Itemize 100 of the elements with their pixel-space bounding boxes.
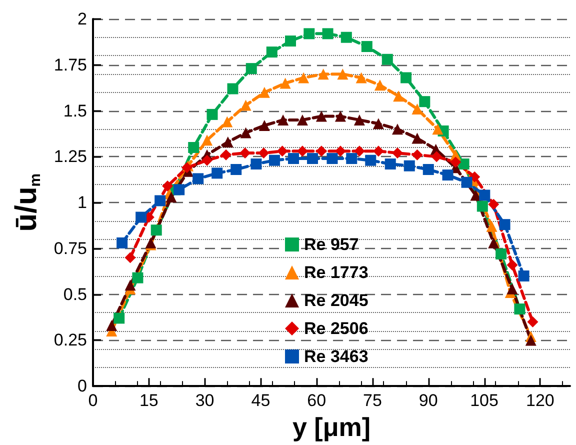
point [361,41,372,52]
point [150,224,162,236]
point [258,120,270,131]
point [404,160,415,172]
point [116,237,128,248]
y-tick-label: 1 [78,193,87,212]
point [276,146,288,157]
point [372,118,384,130]
point [162,180,174,192]
point [296,114,308,126]
point [266,46,278,58]
point [268,154,280,166]
point [322,28,334,40]
y-axis-title: ū/um [10,173,44,232]
point [334,110,346,122]
point [356,72,367,84]
point [106,320,118,332]
point [166,192,177,203]
x-tick-label: 30 [195,391,214,410]
x-tick-label: 90 [418,391,438,410]
point [298,72,310,84]
point [506,283,518,294]
point [212,168,223,179]
point [337,68,348,80]
point [419,96,430,108]
point [442,170,454,181]
point [202,134,213,146]
x-tick-label: 60 [307,391,326,410]
point [514,304,526,315]
point [392,147,403,158]
point [450,156,462,168]
point [488,198,500,210]
legend-label: Re 3463 [304,347,368,366]
point [326,153,338,164]
point [296,146,308,157]
point [222,116,233,128]
point [354,114,365,126]
point [192,173,204,184]
x-axis-title: y [μm] [292,412,371,442]
point [486,220,498,232]
point [518,270,530,282]
point [499,219,510,230]
point [458,158,470,170]
y-tick-label: 1.25 [54,147,87,166]
point [222,136,234,148]
point [250,158,262,170]
point [124,252,136,264]
point [496,248,507,260]
point [188,142,200,153]
point [316,146,327,157]
point [479,190,490,201]
point [206,108,218,120]
point [227,83,238,94]
point [124,280,136,291]
point [306,153,318,164]
point [476,200,488,212]
point [240,127,252,138]
point [278,114,289,126]
point [393,90,404,102]
y-tick-label: 0 [78,376,87,396]
point [304,28,315,40]
point [202,154,213,166]
point [334,146,346,157]
legend-label: Re 1773 [304,263,368,282]
point [527,316,538,328]
point [220,149,232,160]
point [316,110,327,122]
x-tick-label: 120 [526,391,554,410]
point [258,147,270,158]
point [132,272,144,284]
point [280,78,291,89]
point [461,176,472,188]
point [340,32,352,43]
point [240,100,252,111]
x-tick-label: 105 [470,391,498,410]
point [525,334,536,346]
point [354,146,365,157]
y-tick-label: 0.75 [54,238,87,258]
x-tick-label: 15 [139,391,158,410]
point [374,80,386,91]
point [285,36,296,47]
y-tick-label: 2 [78,10,87,28]
y-tick-label: 0.25 [54,330,87,350]
point [246,63,257,74]
legend-label: Re 2506 [304,319,368,338]
point [372,146,384,157]
y-tick-label: 0.5 [63,284,87,304]
point [400,72,412,84]
legend-label: Re 2045 [304,291,368,310]
point [365,154,376,166]
point [506,259,518,270]
point [412,132,423,144]
x-tick-label: 75 [363,391,382,410]
point [258,86,270,98]
point [114,312,125,324]
point [384,158,396,170]
point [422,164,434,176]
point [346,153,358,164]
x-tick-label: 45 [251,391,270,410]
point [488,237,500,248]
